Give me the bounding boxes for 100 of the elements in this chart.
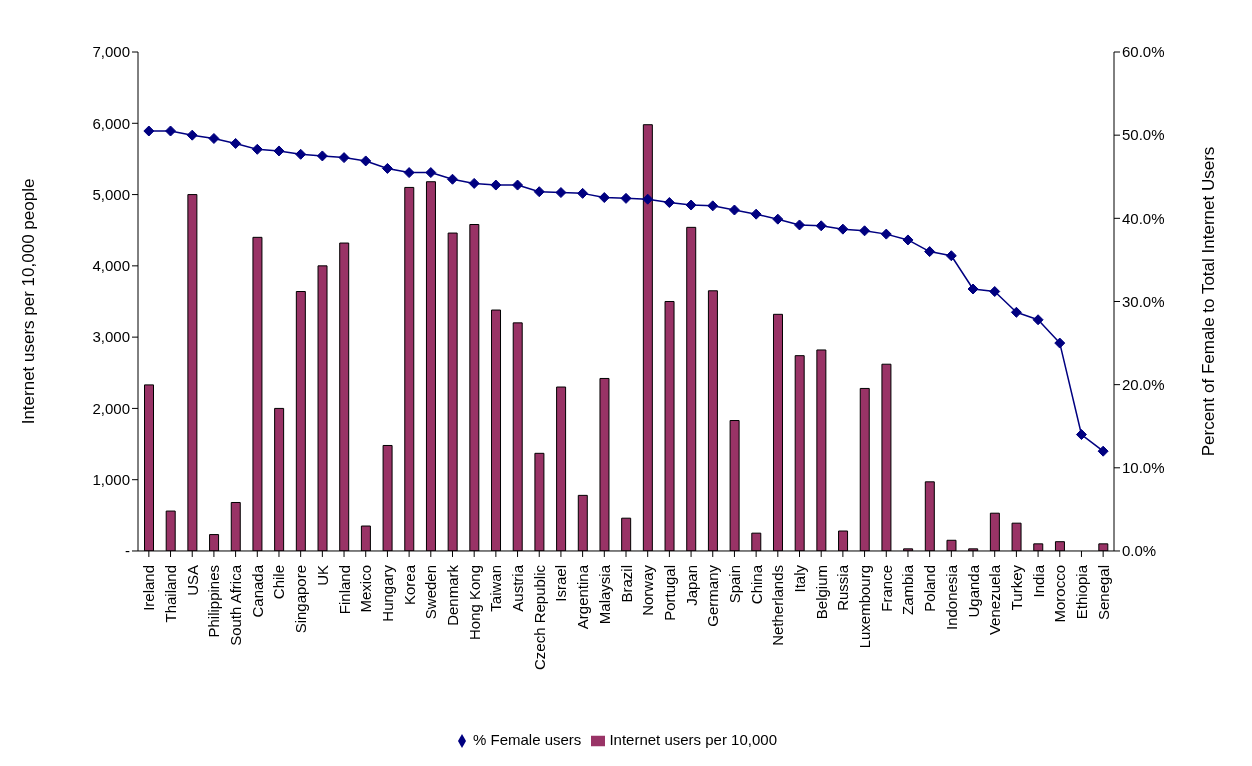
- x-tick-label: Indonesia: [942, 564, 960, 631]
- x-tick-label: Luxembourg: [856, 564, 874, 649]
- x-tick-label: Italy: [791, 564, 809, 593]
- x-tick-label: Argentina: [574, 564, 592, 630]
- point: [273, 145, 285, 157]
- x-tick-label: Portugal: [660, 564, 678, 621]
- point: [794, 219, 806, 231]
- x-tick-label: Hungary: [378, 564, 396, 622]
- point: [989, 286, 1001, 298]
- y-tick-label: 1,000: [92, 471, 130, 489]
- x-tick-label: Singapore: [292, 564, 310, 634]
- point: [880, 228, 892, 240]
- point: [208, 132, 220, 144]
- x-tick-label: Japan: [682, 564, 700, 606]
- y2-axis-title: Percent of Female to Total Internet Users: [1199, 146, 1219, 457]
- legend-label: % Female users: [473, 730, 582, 748]
- x-tick-label: Belgium: [812, 564, 830, 620]
- x-tick-label: Austria: [509, 564, 527, 612]
- x-tick-label: Korea: [400, 564, 418, 605]
- point: [1032, 314, 1044, 326]
- point: [1010, 306, 1022, 318]
- point: [381, 162, 393, 174]
- x-tick-label: Uganda: [964, 564, 982, 618]
- y-tick-label: 7,000: [92, 43, 130, 61]
- point: [642, 193, 654, 205]
- x-tick-label: Spain: [725, 564, 743, 604]
- point: [1054, 337, 1066, 349]
- x-tick-label: Malaysia: [595, 564, 613, 625]
- point: [577, 187, 589, 199]
- point: [685, 199, 697, 211]
- point: [967, 283, 979, 295]
- point: [490, 179, 502, 191]
- point: [620, 192, 632, 204]
- x-tick-label: Morocco: [1051, 564, 1069, 623]
- point: [707, 200, 719, 212]
- x-tick-label: Netherlands: [769, 564, 787, 646]
- y-axis-title: Internet users per 10,000 people: [19, 178, 39, 425]
- y2-tick-label: 0.0%: [1122, 542, 1157, 560]
- y2-tick-label: 30.0%: [1122, 292, 1165, 310]
- y-tick-label: 3,000: [92, 328, 130, 346]
- point: [598, 192, 610, 204]
- point: [446, 173, 458, 185]
- point: [859, 225, 871, 237]
- x-tick-label: Germany: [704, 564, 722, 627]
- point: [230, 137, 242, 149]
- point: [750, 208, 762, 220]
- y2-tick-label: 10.0%: [1122, 459, 1165, 477]
- x-tick-label: UK: [313, 564, 331, 586]
- point: [533, 186, 545, 198]
- point: [924, 246, 936, 258]
- x-tick-label: Venezuela: [986, 564, 1004, 636]
- y-tick-label: 6,000: [92, 114, 130, 132]
- point: [360, 155, 372, 167]
- point: [728, 204, 740, 216]
- point: [815, 220, 827, 232]
- point: [403, 167, 415, 179]
- legend-label: Internet users per 10,000: [609, 730, 777, 748]
- y-tick-label: 2,000: [92, 399, 130, 417]
- point: [338, 152, 350, 164]
- y2-tick-label: 50.0%: [1122, 126, 1165, 144]
- x-tick-label: South Africa: [227, 564, 245, 646]
- point: [1097, 445, 1109, 457]
- x-tick-label: Hong Kong: [465, 564, 483, 641]
- point: [945, 250, 957, 262]
- y2-tick-label: 60.0%: [1122, 43, 1165, 61]
- x-tick-label: Chile: [270, 564, 288, 600]
- point: [902, 234, 914, 246]
- point: [772, 213, 784, 225]
- point: [165, 125, 177, 137]
- point: [837, 223, 849, 235]
- x-tick-label: Thailand: [162, 564, 180, 623]
- x-tick-label: USA: [183, 564, 201, 596]
- x-tick-label: Denmark: [443, 564, 461, 626]
- point: [425, 167, 437, 179]
- point: [512, 179, 524, 191]
- x-tick-label: Russia: [834, 564, 852, 611]
- y-tick-label: -: [125, 542, 130, 560]
- x-tick-label: Poland: [921, 564, 939, 612]
- point: [295, 148, 307, 160]
- x-tick-label: France: [877, 564, 895, 612]
- x-tick-label: Czech Republic: [530, 564, 548, 671]
- point: [663, 197, 675, 209]
- point: [251, 143, 263, 155]
- x-tick-label: Senegal: [1094, 564, 1112, 621]
- x-tick-label: Finland: [335, 564, 353, 615]
- x-tick-label: Ethiopia: [1072, 564, 1090, 620]
- point: [555, 187, 567, 199]
- point: [468, 177, 480, 189]
- x-tick-label: Brazil: [617, 564, 635, 603]
- x-tick-label: Turkey: [1007, 564, 1025, 611]
- point: [316, 150, 328, 162]
- y-tick-label: 5,000: [92, 185, 130, 203]
- point: [186, 129, 198, 141]
- y2-tick-label: 40.0%: [1122, 209, 1165, 227]
- x-tick-label: China: [747, 564, 765, 605]
- x-tick-label: Mexico: [357, 564, 375, 613]
- x-tick-label: Israel: [552, 564, 570, 602]
- point: [1075, 429, 1087, 441]
- x-tick-label: Taiwan: [487, 564, 505, 612]
- y-tick-label: 4,000: [92, 257, 130, 275]
